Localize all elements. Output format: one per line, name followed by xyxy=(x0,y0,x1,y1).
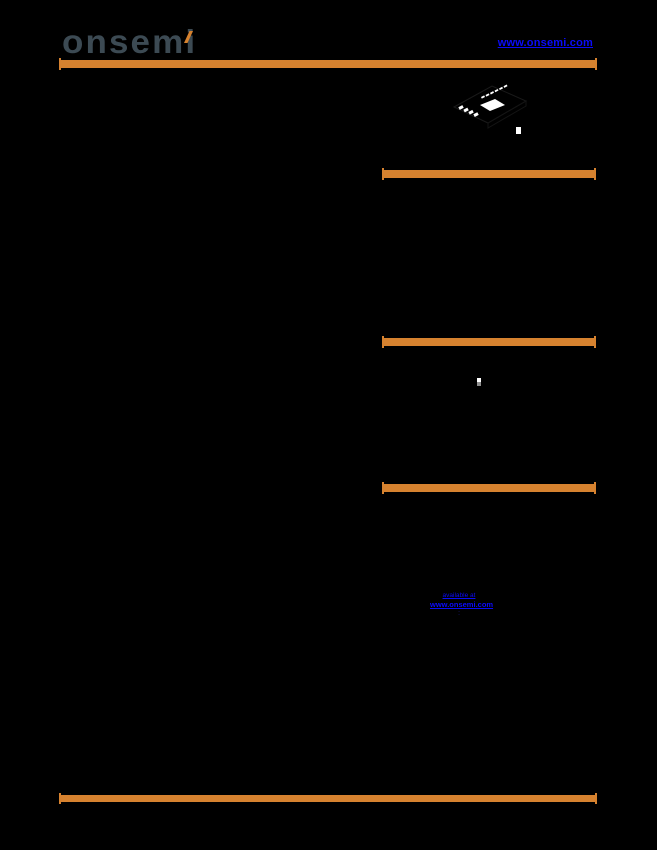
body-link-colon: : xyxy=(457,608,461,617)
logo-wordmark: onsemi xyxy=(62,23,198,60)
footer-rule xyxy=(59,793,597,804)
section-rule-3 xyxy=(382,482,596,494)
header-rule xyxy=(59,58,597,70)
website-link[interactable]: www.onsemi.com xyxy=(497,37,593,49)
body-link[interactable]: available at www.onsemi.com: xyxy=(430,592,493,617)
figure-marker xyxy=(477,378,481,386)
logo-spark-icon xyxy=(184,31,193,43)
body-link-line-2[interactable]: www.onsemi.com xyxy=(430,599,494,609)
section-rule-1 xyxy=(382,168,596,180)
onsemi-logo: onsemi xyxy=(62,25,195,59)
section-rule-2 xyxy=(382,336,596,348)
dfn-package-figure-icon xyxy=(452,84,528,134)
body-link-line-1[interactable]: available at xyxy=(442,592,476,599)
